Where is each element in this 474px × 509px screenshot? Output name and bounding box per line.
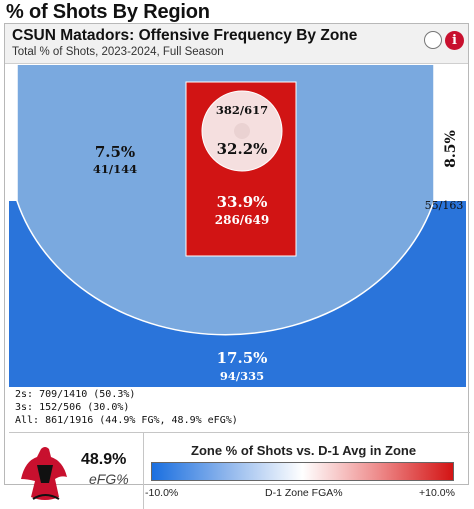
restricted-pct: 32.2% [217, 140, 268, 158]
left-corner-zone[interactable] [9, 65, 17, 201]
efg-value: 48.9% [81, 451, 127, 468]
legend-max-label: +10.0% [419, 487, 455, 499]
all-stat: All: 861/1916 (44.9% FG%, 48.9% eFG%) [15, 415, 238, 426]
legend-min-label: -10.0% [145, 487, 179, 499]
card-header: CSUN Matadors: Offensive Frequency By Zo… [5, 24, 468, 64]
corner-pct: 8.5% [443, 130, 459, 168]
legend-title: Zone % of Shots vs. D-1 Avg in Zone [191, 443, 417, 458]
paint-count: 286/649 [215, 213, 269, 227]
paint-pct: 33.9% [217, 193, 268, 211]
page-title: % of Shots By Region [6, 1, 210, 23]
shooting-stats: 2s: 709/1410 (50.3%) 3s: 152/506 (30.0%)… [15, 388, 238, 427]
hoop [234, 123, 250, 139]
matador-logo-icon [21, 447, 67, 500]
info-icon[interactable]: i [445, 31, 464, 50]
court-diagram: 382/617 32.2% 33.9% 286/649 7.5% 41/144 … [9, 65, 466, 387]
card-subtitle: Total % of Shots, 2023-2024, Full Season [12, 46, 224, 58]
threes-stat: 3s: 152/506 (30.0%) [15, 402, 130, 413]
three-point-line [16, 65, 435, 336]
legend-color-scale [151, 462, 454, 481]
midrange-pct: 7.5% [95, 143, 135, 161]
midrange-count: 41/144 [93, 162, 137, 176]
three-pct: 17.5% [217, 349, 268, 367]
legend-mid-label: D-1 Zone FGA% [265, 487, 343, 499]
footer: 48.9% eFG% Zone % of Shots vs. D-1 Avg i… [9, 432, 470, 509]
team-logo-box: 48.9% eFG% [9, 433, 144, 509]
twos-stat: 2s: 709/1410 (50.3%) [15, 389, 136, 400]
restricted-count: 382/617 [216, 103, 268, 117]
corner-count: 55/163 [425, 199, 464, 212]
efg-label: eFG% [89, 471, 129, 487]
shot-chart-card: CSUN Matadors: Offensive Frequency By Zo… [4, 23, 470, 509]
corner-three-zone[interactable] [434, 65, 466, 201]
circle-toggle-icon[interactable] [424, 31, 442, 49]
three-count: 94/335 [220, 369, 264, 383]
card-title: CSUN Matadors: Offensive Frequency By Zo… [12, 27, 358, 44]
